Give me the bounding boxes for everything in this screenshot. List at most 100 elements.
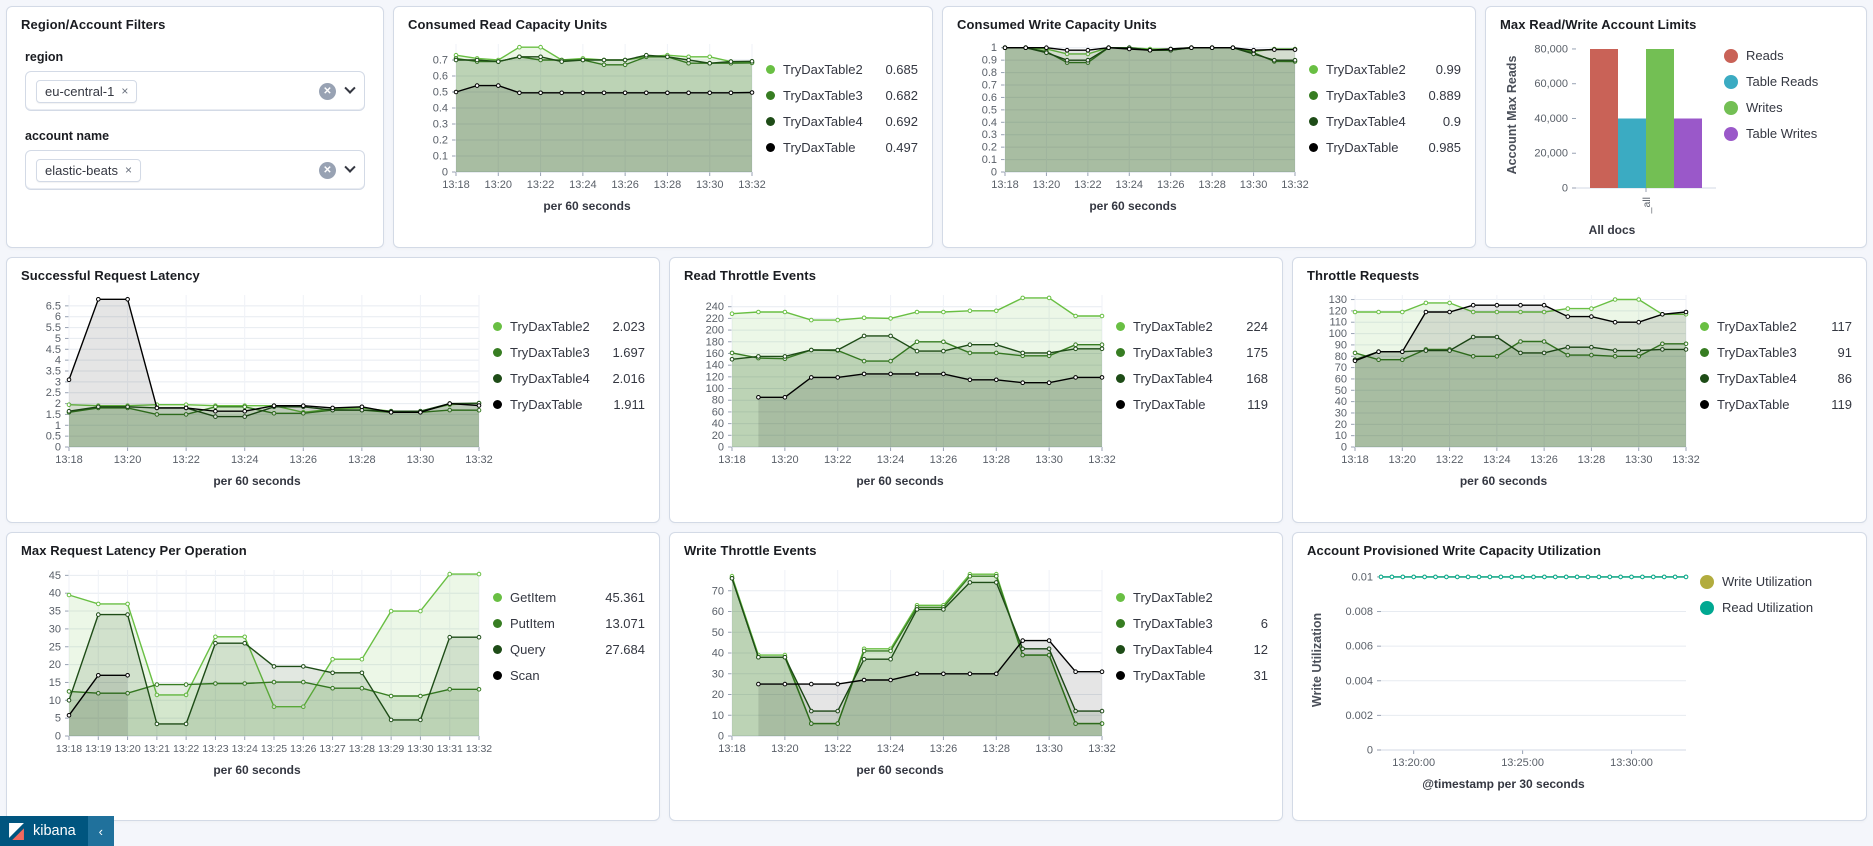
clear-account-icon[interactable]: ✕ (319, 161, 336, 179)
legend-item[interactable]: Table Reads (1724, 74, 1852, 89)
legend-item[interactable]: Table Writes (1724, 126, 1852, 141)
legend-item[interactable]: Writes (1724, 100, 1852, 115)
legend-item[interactable]: Write Utilization (1700, 574, 1852, 589)
data-point (1518, 309, 1523, 315)
legend-value: 0.682 (885, 88, 918, 103)
data-point (644, 52, 649, 58)
data-point (1251, 47, 1256, 53)
bar[interactable] (1618, 118, 1646, 189)
x-axis-label: per 60 seconds (1459, 474, 1548, 488)
bar-chart-account-limits[interactable]: 0 20,000 40,000 60,000 80,000 Account Max Rea… (1500, 32, 1724, 220)
legend-item[interactable]: TryDaxTable 0.985 (1309, 140, 1461, 155)
legend-dot-icon (1724, 126, 1738, 141)
legend-item[interactable]: TryDaxTable2 0.99 (1309, 62, 1461, 77)
x-tick-label: 13:30 (407, 454, 435, 466)
data-point (1389, 574, 1395, 580)
y-tick-label: 0.002 (1345, 710, 1373, 722)
remove-account-icon[interactable]: × (124, 163, 132, 177)
x-tick-label: 13:18 (442, 179, 470, 191)
data-point (1189, 45, 1194, 50)
legend-item[interactable]: Query 27.684 (493, 642, 645, 657)
legend-item[interactable]: TryDaxTable4 2.016 (493, 371, 645, 386)
clear-region-icon[interactable]: ✕ (319, 82, 336, 100)
legend-item[interactable]: TryDaxTable4 12 (1116, 642, 1268, 657)
legend-item[interactable]: TryDaxTable3 0.889 (1309, 88, 1461, 103)
x-tick-label: 13:28 (983, 454, 1011, 466)
legend-item[interactable]: TryDaxTable3 1.697 (493, 345, 645, 360)
data-point (418, 410, 423, 415)
data-point (782, 395, 788, 400)
region-selected-pill[interactable]: eu-central-1 × (36, 79, 138, 103)
legend-item[interactable]: Read Utilization (1700, 600, 1852, 615)
legend-item[interactable]: TryDaxTable2 (1116, 590, 1268, 605)
legend-item[interactable]: TryDaxTable2 117 (1700, 319, 1852, 334)
legend-item[interactable]: TryDaxTable 119 (1116, 397, 1268, 412)
remove-region-icon[interactable]: × (121, 84, 129, 98)
data-point (183, 692, 189, 698)
legend-item[interactable]: TryDaxTable 0.497 (766, 140, 918, 155)
data-point (729, 311, 735, 317)
y-tick-label: 0 (55, 731, 61, 743)
data-point (388, 410, 394, 415)
data-point (1542, 574, 1547, 580)
data-point (1612, 319, 1618, 325)
data-point (1531, 574, 1536, 580)
legend-item[interactable]: GetItem 45.361 (493, 590, 645, 605)
legend-item[interactable]: TryDaxTable2 224 (1116, 319, 1268, 334)
data-point (1085, 57, 1091, 63)
y-tick-label: 10 (1335, 430, 1347, 442)
account-selected-pill[interactable]: elastic-beats × (36, 158, 141, 182)
data-point (125, 404, 130, 410)
x-tick-label: 13:28 (348, 454, 376, 466)
legend-item[interactable]: TryDaxTable4 0.692 (766, 114, 918, 129)
x-tick-label: 13:28 (654, 179, 682, 191)
legend-item[interactable]: TryDaxTable 31 (1116, 668, 1268, 683)
legend-item[interactable]: TryDaxTable4 0.9 (1309, 114, 1461, 129)
data-point (271, 403, 277, 408)
bar[interactable] (1674, 118, 1702, 189)
legend-item[interactable]: PutItem 13.071 (493, 616, 645, 631)
line-chart-write-throttle[interactable]: 0 10 20 30 40 50 60 70 13:18 13:20 13:22 13:24 13:26… (684, 558, 1116, 760)
data-point (686, 90, 691, 96)
data-point (888, 648, 893, 654)
panel-title: Successful Request Latency (21, 268, 200, 283)
bar[interactable] (1590, 49, 1618, 188)
line-chart-consumed-write[interactable]: 00.10.20.30.40.50.60.70.80.91 13:18 13:20 1… (957, 32, 1309, 196)
data-point (1470, 334, 1476, 340)
legend-item[interactable]: TryDaxTable 1.911 (493, 397, 645, 412)
data-point (1292, 47, 1298, 52)
series-area (1355, 337, 1686, 447)
data-point (476, 403, 482, 408)
data-point (1400, 357, 1405, 362)
panel-consumed-write-capacity: Consumed Write Capacity Units 0 0.1 0.2 0.3… (942, 6, 1476, 248)
legend-item[interactable]: TryDaxTable2 0.685 (766, 62, 918, 77)
legend-item[interactable]: TryDaxTable2 2.023 (493, 319, 645, 334)
data-point (1565, 352, 1571, 358)
region-combobox[interactable]: eu-central-1 × ✕ (25, 71, 365, 111)
collapse-nav-button[interactable]: ‹ (87, 816, 114, 846)
data-point (1020, 350, 1026, 356)
line-chart-request-latency[interactable]: 00.511.522.533.544.555.566.5 13:18 13:20 13… (21, 283, 493, 471)
legend-item[interactable]: TryDaxTable3 0.682 (766, 88, 918, 103)
bar[interactable] (1646, 49, 1674, 188)
legend-item[interactable]: TryDaxTable4 168 (1116, 371, 1268, 386)
legend-item[interactable]: TryDaxTable3 91 (1700, 345, 1852, 360)
data-point (622, 62, 628, 68)
legend-dot-icon (1116, 645, 1125, 654)
chevron-down-icon[interactable] (344, 161, 356, 173)
chevron-down-icon[interactable] (344, 82, 356, 94)
legend-item[interactable]: TryDaxTable3 6 (1116, 616, 1268, 631)
line-chart-capacity-utilization[interactable]: 0 0.002 0.004 0.006 0.008 0.01 13:20:00 13:25:0… (1307, 558, 1700, 774)
legend-item[interactable]: Reads (1724, 48, 1852, 63)
account-combobox[interactable]: elastic-beats × ✕ (25, 150, 365, 190)
data-point (1447, 309, 1452, 315)
legend-label: TryDaxTable4 (1133, 642, 1213, 657)
line-chart-consumed-read[interactable]: 0 0.1 0.2 0.3 0.4 0.5 0.6 0.7 13:18 13:20 13:22 13:… (408, 32, 766, 196)
legend-item[interactable]: TryDaxTable4 86 (1700, 371, 1852, 386)
legend-item[interactable]: TryDaxTable 119 (1700, 397, 1852, 412)
legend-item[interactable]: TryDaxTable3 175 (1116, 345, 1268, 360)
legend-item[interactable]: Scan (493, 668, 645, 683)
